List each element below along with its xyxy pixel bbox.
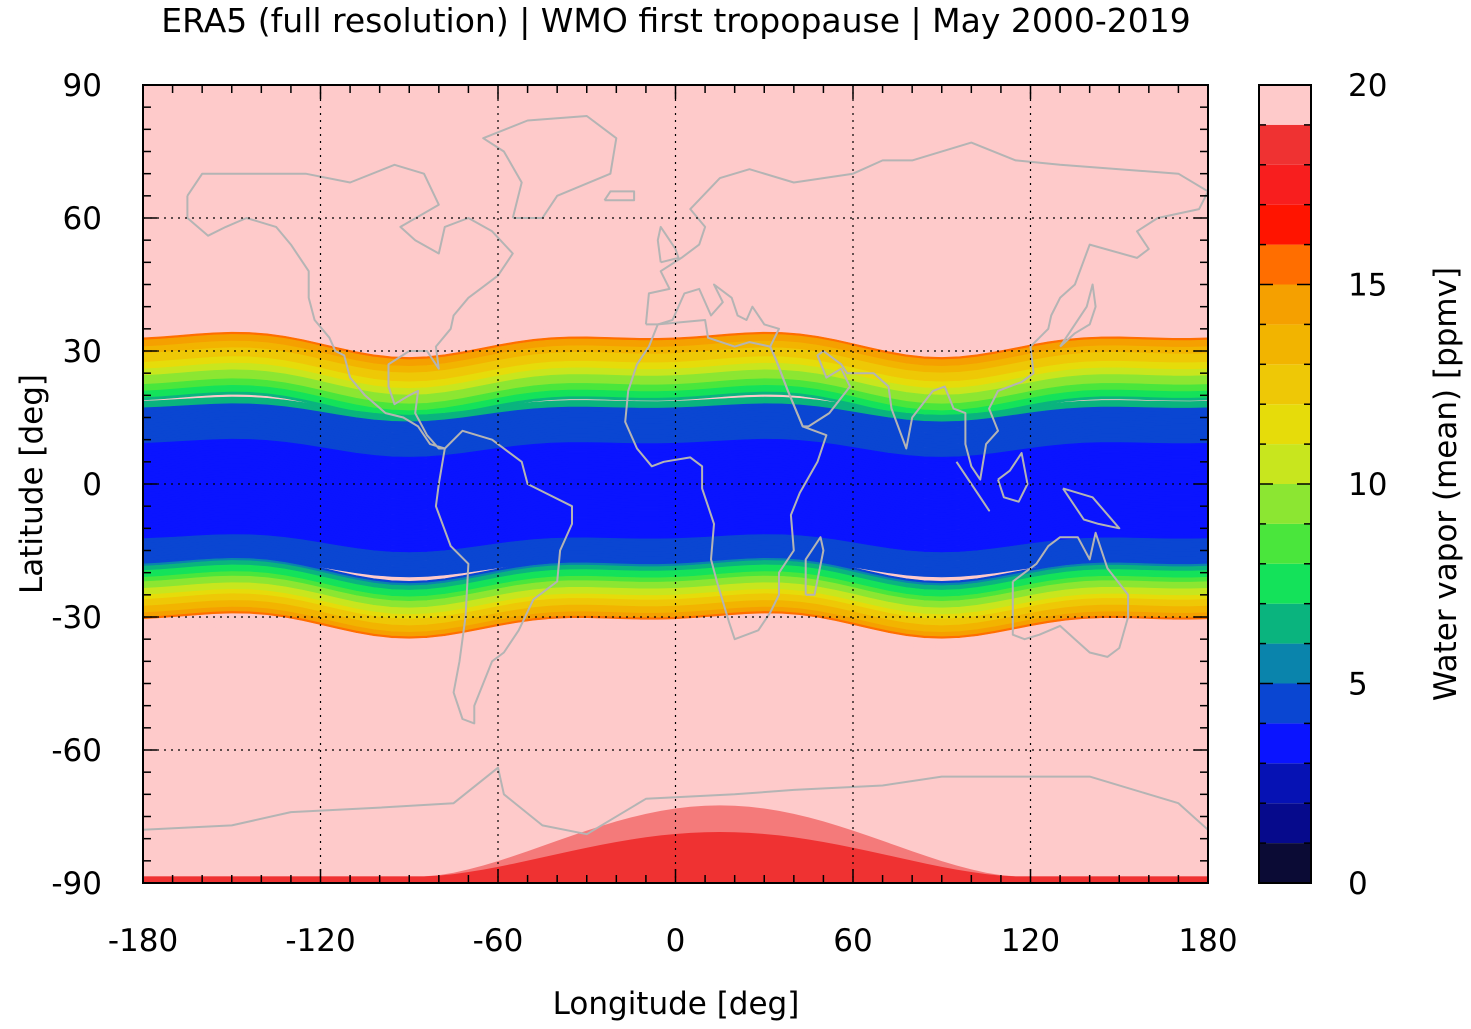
colorbar-swatch (1259, 843, 1311, 883)
coastline (603, 190, 636, 202)
colorbar-swatch (1259, 563, 1311, 604)
x-tick-label: -60 (473, 923, 524, 959)
colorbar-swatch (1259, 603, 1311, 644)
coastline (434, 429, 573, 725)
colorbar-swatch (1259, 124, 1311, 165)
water-vapor-field (143, 322, 1208, 883)
coastline (1062, 487, 1121, 530)
coastline (1011, 531, 1130, 658)
y-tick-label: 90 (63, 68, 102, 104)
coastline (1059, 283, 1097, 348)
colorbar-swatch (1259, 364, 1311, 405)
plot-area (143, 85, 1208, 883)
colorbar-swatch-over (1259, 85, 1311, 125)
coastline (997, 452, 1029, 503)
coastline (143, 766, 1208, 836)
colorbar-tick-label: 15 (1348, 268, 1387, 304)
colorbar-label: Water vapor (mean) [ppmv] (1428, 267, 1464, 701)
coastline (656, 225, 680, 264)
coastline (955, 461, 991, 512)
y-tick-label: -90 (51, 866, 102, 902)
coastline (186, 163, 514, 450)
colorbar-swatch (1259, 164, 1311, 205)
colorbar-swatch (1259, 523, 1311, 564)
coastline (804, 536, 825, 596)
coastline (624, 319, 828, 641)
x-axis-label: Longitude [deg] (553, 986, 800, 1022)
axis-minor-ticks (142, 84, 1209, 884)
y-tick-label: -30 (51, 600, 102, 636)
coastline (644, 141, 1208, 481)
x-tick-label: -120 (285, 923, 355, 959)
x-tick-label: 60 (833, 923, 872, 959)
colorbar-swatch (1259, 723, 1311, 764)
x-tick-label: 120 (1001, 923, 1060, 959)
chart-title: ERA5 (full resolution) | WMO first tropo… (161, 1, 1190, 40)
colorbar-swatch (1259, 284, 1311, 325)
field-strip (143, 624, 1208, 653)
colorbar-swatch (1259, 683, 1311, 724)
colorbar: 0 5 10 15 20 (1258, 68, 1387, 902)
y-tick-label: 60 (63, 201, 102, 237)
x-tick-label: 0 (666, 923, 686, 959)
coastlines (143, 115, 1208, 836)
antarctic-field (143, 832, 1208, 883)
colorbar-swatch (1259, 643, 1311, 684)
colorbar-swatch (1259, 763, 1311, 804)
colorbar-swatch (1259, 484, 1311, 524)
y-tick-label: 0 (82, 467, 102, 503)
y-axis-label: Latitude [deg] (14, 374, 50, 594)
colorbar-swatch (1259, 404, 1311, 445)
colorbar-tick-label: 5 (1348, 667, 1368, 703)
y-axis-tick-labels: 90 60 30 0 -30 -60 -90 (51, 68, 102, 902)
y-tick-label: 30 (63, 334, 102, 370)
colorbar-tick-label: 10 (1348, 467, 1387, 503)
x-axis-tick-labels: -180 -120 -60 0 60 120 180 (108, 923, 1238, 959)
colorbar-ticks: 0 5 10 15 20 (1259, 68, 1387, 902)
coastline (482, 115, 618, 219)
colorbar-swatch (1259, 204, 1311, 245)
grid-lines (143, 85, 1208, 883)
colorbar-swatch (1259, 803, 1311, 844)
x-tick-label: 180 (1178, 923, 1237, 959)
colorbar-swatches (1259, 85, 1311, 883)
colorbar-tick-label: 0 (1348, 866, 1368, 902)
colorbar-swatch (1259, 444, 1311, 484)
y-tick-label: -60 (51, 733, 102, 769)
colorbar-swatch (1259, 244, 1311, 285)
colorbar-swatch (1259, 324, 1311, 365)
x-tick-label: -180 (108, 923, 178, 959)
colorbar-tick-label: 20 (1348, 68, 1387, 104)
